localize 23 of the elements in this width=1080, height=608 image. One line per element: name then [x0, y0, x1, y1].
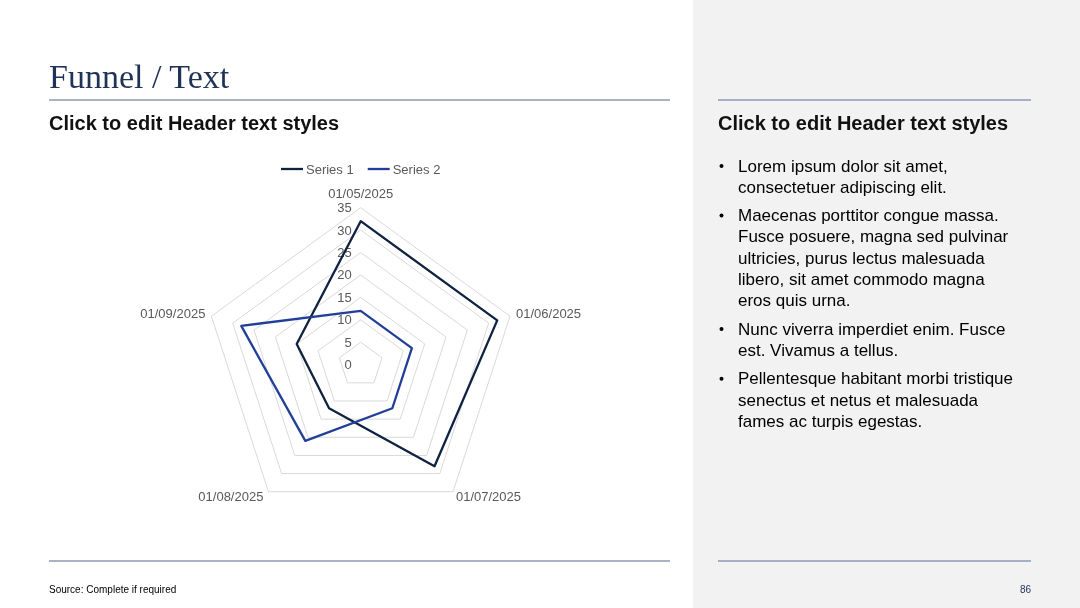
spoke-label: 01/07/2025 [455, 488, 522, 504]
text: Nunc viverra imperdiet enim. Fusce est. Vivamus a tellus. [738, 319, 1006, 360]
y-tick-label: 5 [344, 334, 352, 350]
chart-subtitle: Click to edit Header text styles [49, 111, 340, 134]
legend-label: Series 1 [306, 161, 354, 177]
y-tick-label: 0 [344, 357, 352, 373]
legend-label: Series 2 [392, 161, 441, 177]
y-tick-label: 15 [337, 289, 352, 305]
y-tick-label: 30 [337, 222, 352, 238]
spoke-label: 01/08/2025 [198, 488, 264, 504]
spoke-label: 01/05/2025 [328, 185, 394, 201]
source-note: Source: Complete if required [49, 583, 177, 595]
spoke-label: 01/06/2025 [516, 305, 582, 321]
y-tick-label: 35 [337, 200, 352, 216]
spoke-label: 01/09/2025 [140, 305, 206, 321]
y-tick-label: 20 [337, 267, 352, 283]
text: Click to edit Header text styles [718, 111, 1009, 134]
text: Maecenas porttitor congue massa. Fusce posuere, magna sed pulvinar ultricies, purus lectus malesuada libero, sit amet commodo magna eros quis urna. [738, 206, 1009, 311]
text: 86 [1019, 583, 1032, 595]
text: Lorem ipsum dolor sit amet, consectetuer adipiscing elit. [738, 156, 948, 197]
chart-title: Funnel / Text [49, 58, 230, 95]
y-tick-label: 10 [337, 312, 352, 328]
text: Pellentesque habitant morbi tristique senectus et netus et malesuada fames ac turpis egestas. [738, 369, 1013, 431]
